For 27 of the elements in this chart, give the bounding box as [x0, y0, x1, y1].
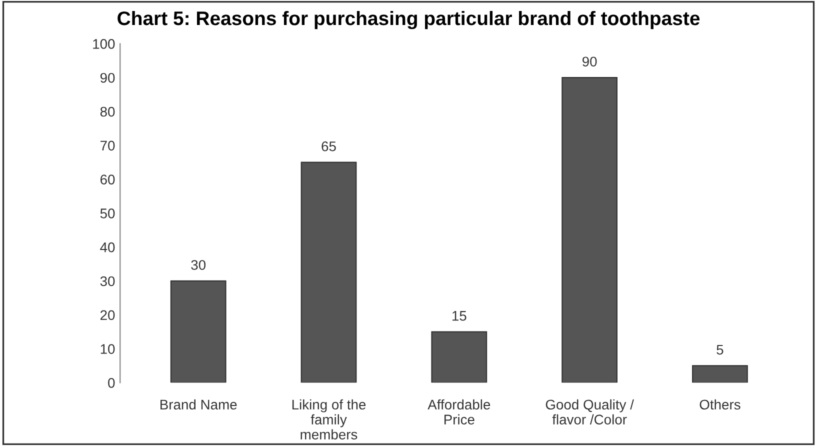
x-tick-label: Brand Name [160, 399, 237, 410]
x-tick-label: Liking of the family members [292, 399, 366, 440]
y-tick-label: 90 [100, 72, 115, 83]
bar [562, 77, 618, 383]
y-tick-label: 10 [100, 344, 115, 354]
data-label: 5 [716, 344, 724, 355]
data-label: 65 [322, 141, 336, 152]
y-tick-label: 0 [108, 378, 115, 388]
x-tick-label: Affordable Price [428, 399, 490, 424]
x-tick-label: Good Quality / flavor /Color [546, 399, 634, 424]
y-tick-label: 60 [100, 174, 115, 184]
y-tick-label: 20 [100, 310, 115, 320]
chart-title: Chart 5: Reasons for purchasing particular brand of toothpaste [118, 10, 700, 30]
y-tick-label: 70 [100, 140, 115, 151]
y-tick-label: 80 [100, 106, 115, 117]
y-tick-label: 50 [100, 208, 115, 218]
bar [170, 280, 226, 383]
bar [300, 162, 357, 383]
bar [692, 365, 748, 383]
data-label: 15 [452, 311, 466, 321]
x-tick-label: Others [700, 399, 740, 410]
bar [431, 331, 488, 383]
y-tick-label: 40 [100, 242, 115, 252]
data-label: 30 [191, 260, 206, 270]
data-label: 90 [582, 56, 597, 67]
y-tick-label: 30 [100, 276, 115, 286]
y-tick-label: 100 [93, 39, 115, 49]
